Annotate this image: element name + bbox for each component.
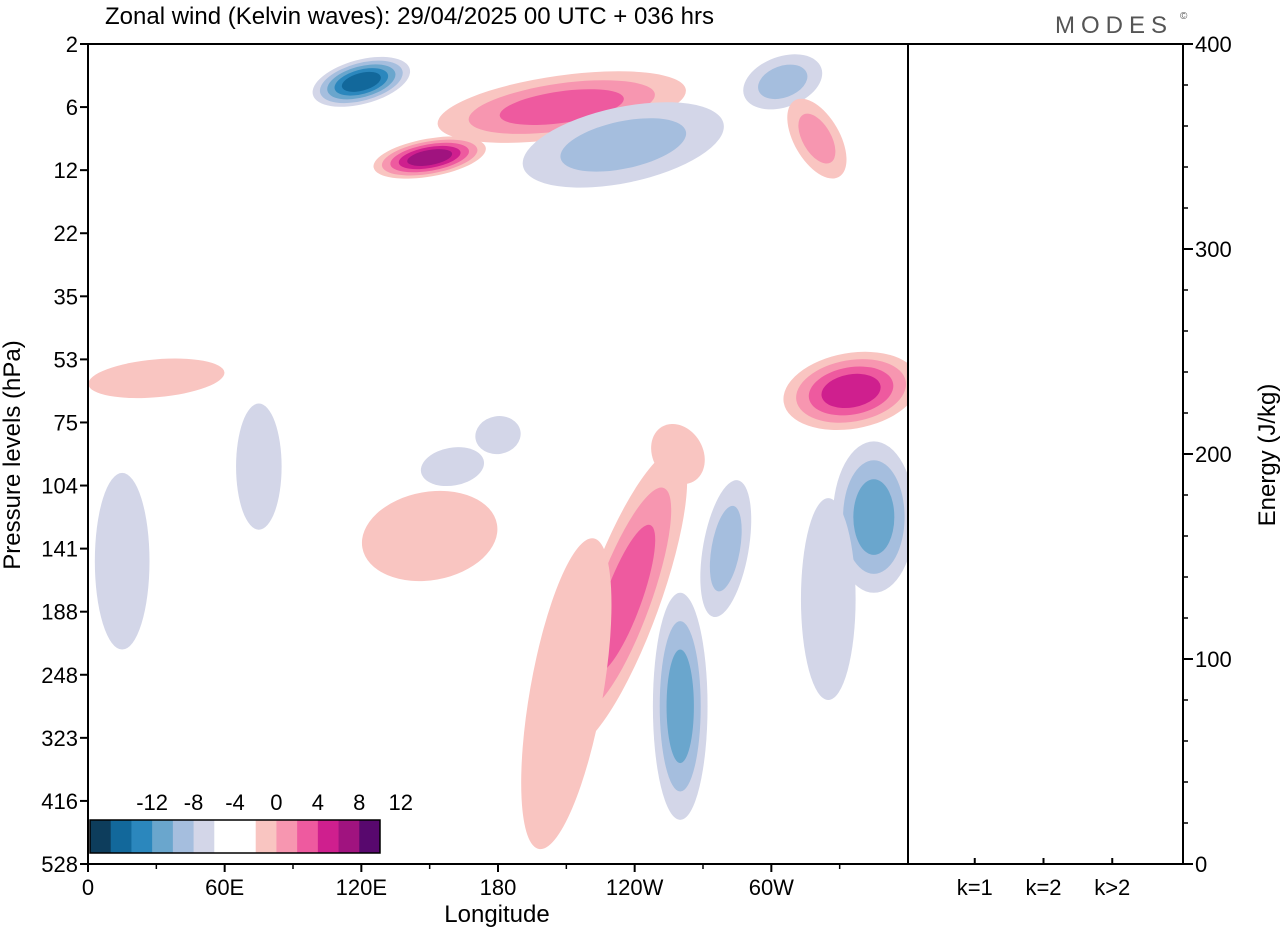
energy-tick-label: 400 xyxy=(1195,32,1232,57)
x-tick-label: 120W xyxy=(606,875,664,900)
y-tick-label: 323 xyxy=(41,726,78,751)
wind-field-layer xyxy=(88,54,908,850)
wind-region-4-contour-1 xyxy=(758,64,808,100)
colorbar-label: -4 xyxy=(225,790,245,815)
colorbar-label: -12 xyxy=(136,790,168,815)
x-tick-label: 120E xyxy=(336,875,387,900)
y-tick-label: 528 xyxy=(41,852,78,877)
x-tick-label: 180 xyxy=(480,875,517,900)
y-tick-label: 188 xyxy=(41,600,78,625)
y-tick-label: 6 xyxy=(66,95,78,120)
x-tick-label: 0 xyxy=(82,875,94,900)
y-tick-label: 12 xyxy=(54,158,78,183)
colorbar-swatch-4 xyxy=(172,820,195,853)
colorbar-label: -8 xyxy=(184,790,204,815)
axes-layer: 0 60E 120E 180 120W 60W 2 6 12 22 35 53 75 104 141 188 2… xyxy=(41,32,1231,900)
wind-region-5-contour-1 xyxy=(798,113,836,164)
colorbar-label: 4 xyxy=(312,790,324,815)
colorbar-swatch-10 xyxy=(297,820,319,853)
y-axis-label: Pressure levels (hPa) xyxy=(0,340,26,569)
wind-region-8-contour-2 xyxy=(853,479,895,555)
wind-region-2-contour-4 xyxy=(341,71,381,92)
y-tick-label: 104 xyxy=(41,474,78,499)
colorbar-swatch-6 xyxy=(214,820,236,853)
brand-logo: MODES xyxy=(1055,12,1173,39)
colorbar-swatch-11 xyxy=(317,820,340,853)
colorbar-swatch-3 xyxy=(152,820,174,853)
wind-region-6 xyxy=(88,358,225,399)
colorbar-swatch-7 xyxy=(235,820,257,853)
x-tick-label: 60E xyxy=(205,875,244,900)
energy-axis-label: Energy (J/kg) xyxy=(1254,384,1280,527)
colorbar-swatch-13 xyxy=(359,820,381,853)
y-tick-label: 2 xyxy=(66,32,78,57)
colorbar-swatch-12 xyxy=(338,820,360,853)
wind-region-7-contour-3 xyxy=(821,373,881,409)
energy-tick-label: 300 xyxy=(1195,237,1232,262)
y-tick-label: 75 xyxy=(54,410,78,435)
wind-region-10 xyxy=(521,538,612,850)
colorbar-swatch-0 xyxy=(90,820,112,853)
wind-region-17 xyxy=(475,416,521,455)
x-tick-label: 60W xyxy=(749,875,794,900)
energy-plot-frame xyxy=(907,43,1184,865)
colorbar-label: 0 xyxy=(270,790,282,815)
wind-region-19 xyxy=(651,423,705,485)
wind-region-16 xyxy=(800,498,856,700)
colorbar-swatch-9 xyxy=(276,820,298,853)
energy-tick-label: 0 xyxy=(1195,852,1207,877)
energy-tick-label: 200 xyxy=(1195,442,1232,467)
colorbar-label: 8 xyxy=(353,790,365,815)
wind-region-18 xyxy=(420,447,485,487)
y-tick-label: 35 xyxy=(54,284,78,309)
y-tick-label: 248 xyxy=(41,663,78,688)
y-tick-label: 22 xyxy=(54,221,78,246)
colorbar-swatch-8 xyxy=(255,820,277,853)
wind-region-15 xyxy=(236,403,282,530)
colorbar-swatch-1 xyxy=(110,820,132,853)
energy-tick-label: 100 xyxy=(1195,647,1232,672)
wind-region-14 xyxy=(94,472,150,650)
energy-category-label: k>2 xyxy=(1094,875,1130,900)
colorbar-swatch-2 xyxy=(131,820,153,853)
wind-region-11-contour-2 xyxy=(666,649,694,764)
colorbar-swatch-5 xyxy=(193,820,215,853)
y-tick-label: 53 xyxy=(54,347,78,372)
energy-category-label: k=1 xyxy=(957,875,993,900)
x-axis-label: Longitude xyxy=(444,901,549,928)
wind-region-12-contour-1 xyxy=(709,505,742,592)
chart-title: Zonal wind (Kelvin waves): 29/04/2025 00… xyxy=(105,3,714,30)
energy-category-label: k=2 xyxy=(1025,875,1061,900)
brand-copyright-mark: © xyxy=(1180,11,1188,22)
wind-region-3-contour-1 xyxy=(560,118,687,172)
colorbar-frame xyxy=(89,819,381,854)
wind-region-1-contour-4 xyxy=(407,149,453,166)
colorbar-label: 12 xyxy=(388,790,412,815)
colorbar: -12 -8 -4 0 4 8 12 xyxy=(89,790,413,854)
y-tick-label: 416 xyxy=(41,789,78,814)
wind-region-13 xyxy=(361,490,498,582)
y-tick-label: 141 xyxy=(41,537,78,562)
